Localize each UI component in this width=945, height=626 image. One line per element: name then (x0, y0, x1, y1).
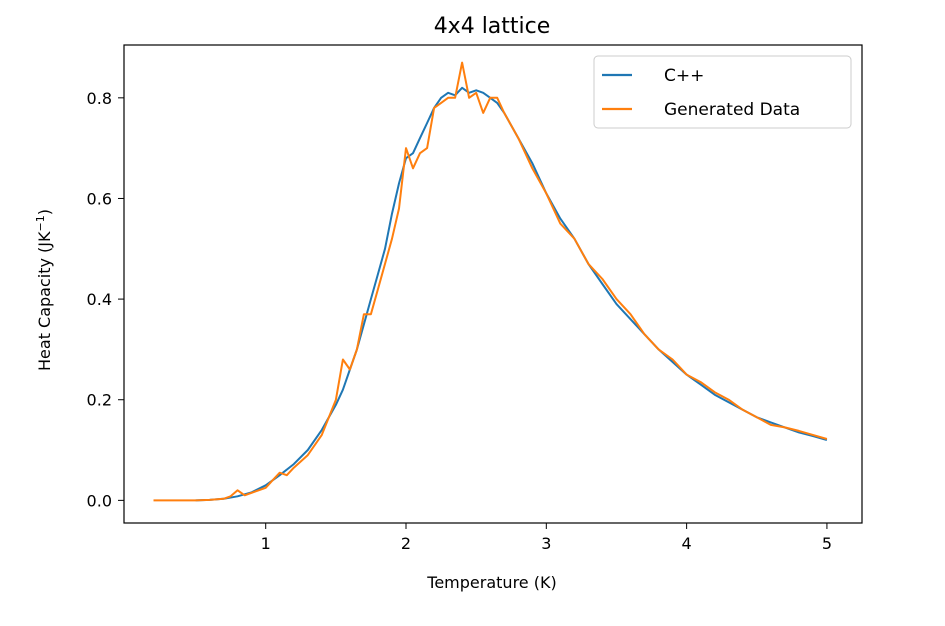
legend-box (593, 55, 852, 129)
y-axis-label-main: Heat Capacity (JK (35, 231, 54, 371)
series-line-c (195, 86, 828, 502)
y-tick-label: 0.6 (87, 189, 112, 208)
series-line-generated-data (153, 61, 828, 502)
series-layer (153, 61, 828, 502)
y-axis-label: Heat Capacity (JK−1) (34, 209, 54, 371)
plot-area-frame (123, 44, 863, 524)
x-tick-label: 2 (401, 534, 411, 553)
x-tick-label: 5 (822, 534, 832, 553)
y-tick-label: 0.4 (87, 290, 112, 309)
legend-label-generated-data: Generated Data (664, 100, 800, 120)
y-tick-label: 0.0 (87, 491, 112, 510)
chart-title: 4x4 lattice (434, 14, 551, 39)
x-axis-label: Temperature (K) (426, 573, 556, 592)
x-tick-label: 1 (261, 534, 271, 553)
y-tick-label: 0.8 (87, 89, 112, 108)
y-axis-ticks: 0.0 0.2 0.4 0.6 0.8 (87, 89, 124, 510)
y-axis-label-end: ) (35, 209, 54, 215)
legend-label-cpp: C++ (664, 66, 704, 86)
x-tick-label: 4 (682, 534, 692, 553)
x-axis-ticks: 1 2 3 4 5 (261, 523, 832, 553)
y-tick-label: 0.2 (87, 391, 112, 410)
y-axis-label-superscript: −1 (34, 215, 47, 231)
legend: C++ Generated Data (593, 55, 852, 129)
x-tick-label: 3 (541, 534, 551, 553)
